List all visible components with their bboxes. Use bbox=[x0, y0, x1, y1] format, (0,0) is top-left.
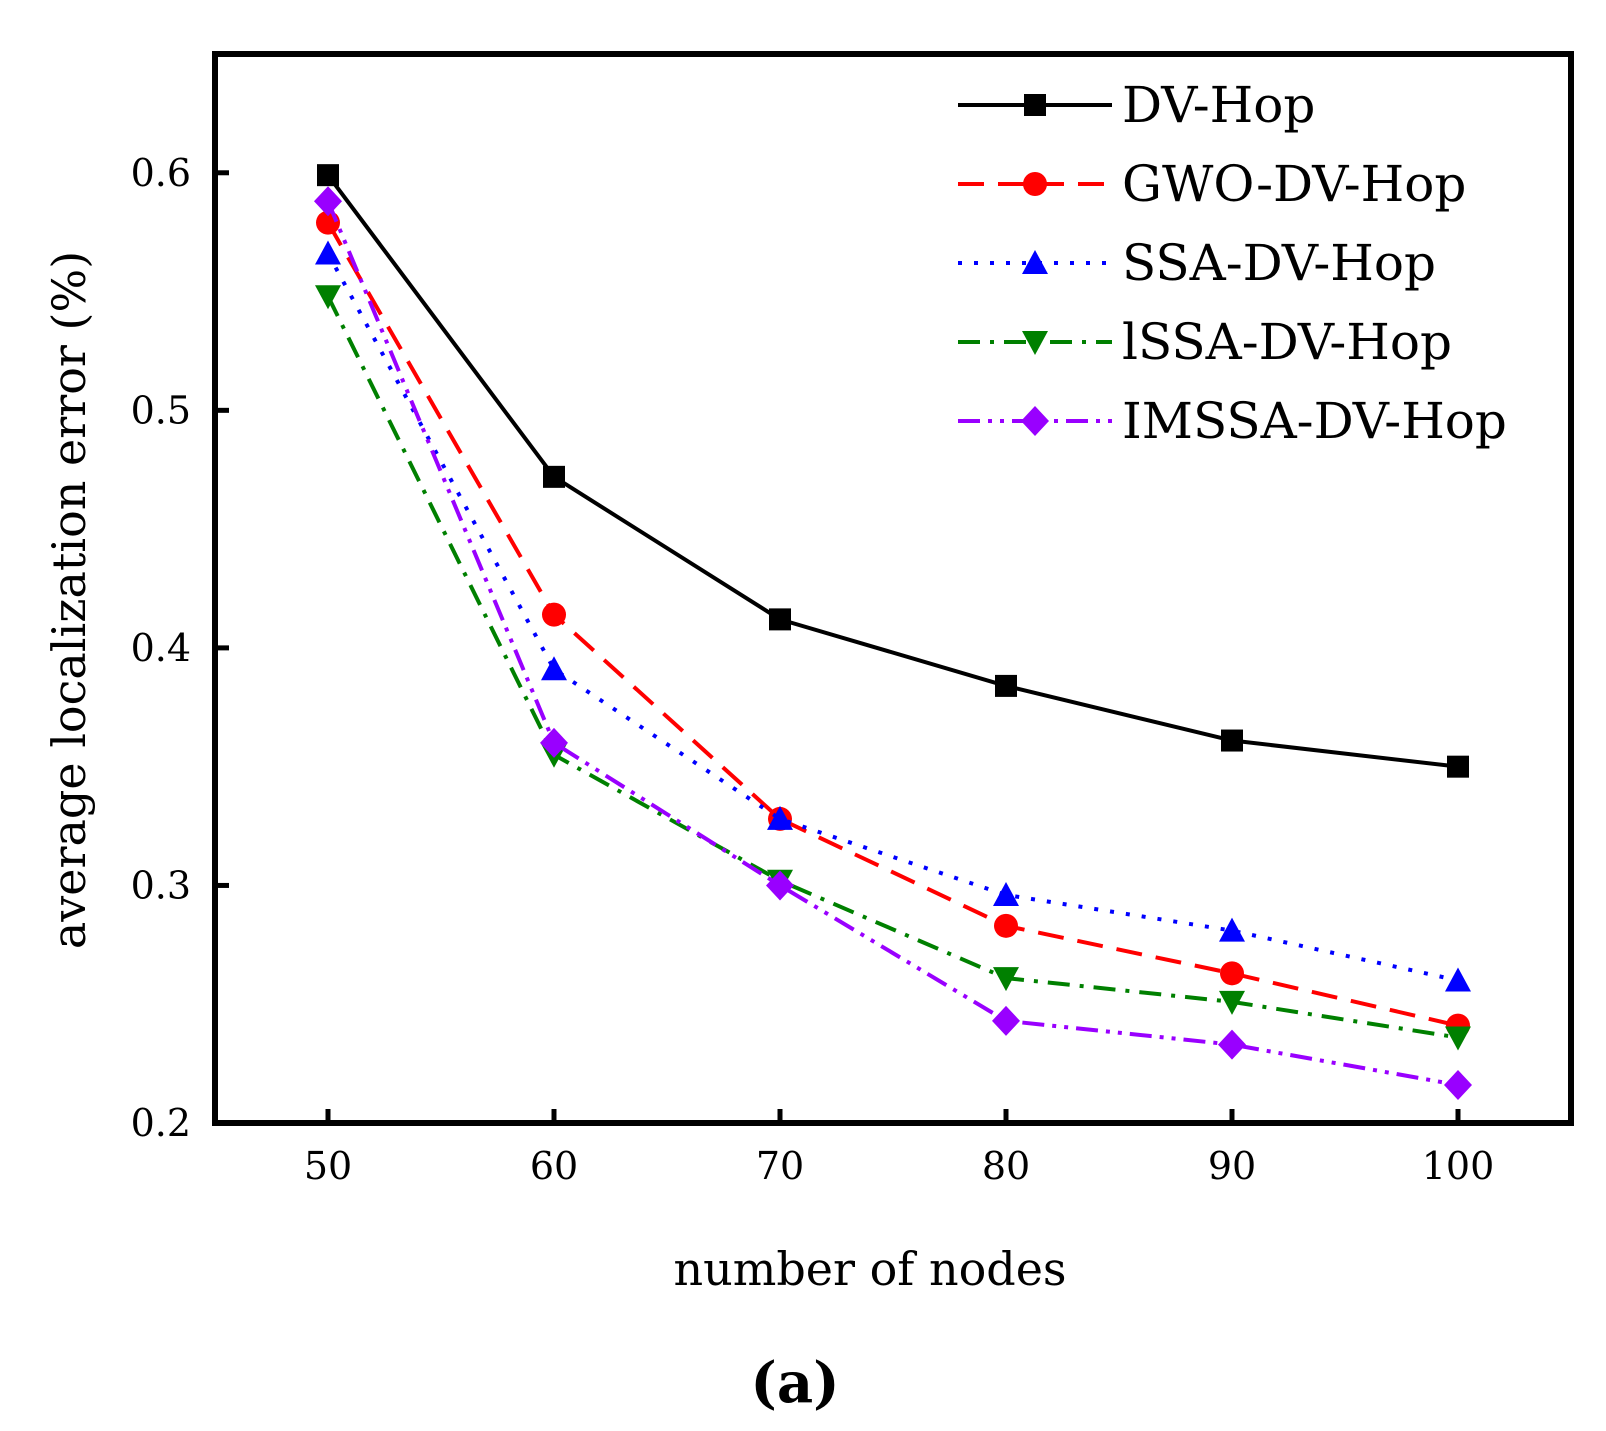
y-tick-label: 0.6 bbox=[131, 151, 191, 195]
legend-label: GWO-DV-Hop bbox=[1122, 155, 1466, 213]
data-point-dv-hop bbox=[543, 465, 565, 488]
data-point-ssa-dv-hop bbox=[1445, 967, 1471, 992]
y-tick-label: 0.4 bbox=[131, 626, 191, 670]
data-point-imssa-dv-hop bbox=[1218, 1029, 1246, 1060]
legend-item-gwo-dv-hop: GWO-DV-Hop bbox=[958, 155, 1466, 213]
series-layer bbox=[314, 164, 1472, 1100]
series-line-lssa-dv-hop bbox=[326, 295, 1459, 1040]
data-point-ssa-dv-hop bbox=[315, 240, 341, 265]
legend-marker bbox=[1022, 331, 1048, 355]
y-tick-label: 0.3 bbox=[131, 863, 191, 907]
axis-layer: 50 60 70 80 90 100 0.2 0.3 0.4 0.5 0.6 bbox=[131, 151, 1495, 1188]
data-point-dv-hop bbox=[1447, 755, 1469, 778]
data-point-imssa-dv-hop bbox=[540, 727, 568, 758]
x-tick-label: 100 bbox=[1422, 1144, 1495, 1188]
legend-marker bbox=[1023, 172, 1047, 196]
data-point-lssa-dv-hop bbox=[1445, 1026, 1471, 1051]
series-ssa-dv-hop bbox=[315, 240, 1471, 992]
legend-marker bbox=[1021, 406, 1049, 436]
series-line-dv-hop bbox=[326, 173, 1459, 769]
series-line-imssa-dv-hop bbox=[326, 200, 1459, 1087]
data-point-lssa-dv-hop bbox=[315, 285, 341, 310]
data-point-imssa-dv-hop bbox=[992, 1005, 1020, 1036]
y-tick-label: 0.5 bbox=[131, 388, 191, 432]
x-tick-label: 50 bbox=[304, 1144, 352, 1188]
data-point-ssa-dv-hop bbox=[767, 805, 793, 830]
x-axis-title: number of nodes bbox=[673, 1242, 1066, 1296]
legend-item-lssa-dv-hop: lSSA-DV-Hop bbox=[958, 313, 1452, 371]
data-point-gwo-dv-hop bbox=[542, 602, 566, 627]
data-point-lssa-dv-hop bbox=[993, 967, 1019, 992]
x-tick-label: 70 bbox=[756, 1144, 804, 1188]
data-point-imssa-dv-hop bbox=[314, 186, 342, 217]
data-point-dv-hop bbox=[769, 608, 791, 631]
data-point-imssa-dv-hop bbox=[1444, 1069, 1472, 1100]
series-imssa-dv-hop bbox=[314, 186, 1472, 1100]
legend-item-imssa-dv-hop: IMSSA-DV-Hop bbox=[958, 392, 1507, 450]
data-point-dv-hop bbox=[995, 674, 1017, 697]
legend: DV-Hop GWO-DV-Hop SSA-DV-Hop lSSA-DV-Hop IMS… bbox=[958, 76, 1507, 450]
y-tick-label: 0.2 bbox=[131, 1101, 191, 1145]
panel-label: (a) bbox=[750, 1350, 839, 1416]
legend-marker bbox=[1022, 250, 1048, 274]
x-tick-label: 90 bbox=[1208, 1144, 1256, 1188]
legend-label: DV-Hop bbox=[1122, 76, 1315, 134]
data-point-ssa-dv-hop bbox=[993, 881, 1019, 906]
data-point-ssa-dv-hop bbox=[541, 656, 567, 681]
series-dv-hop bbox=[317, 164, 1469, 778]
x-tick-label: 80 bbox=[982, 1144, 1030, 1188]
legend-label: lSSA-DV-Hop bbox=[1122, 313, 1452, 371]
data-point-gwo-dv-hop bbox=[994, 913, 1018, 938]
legend-item-dv-hop: DV-Hop bbox=[958, 76, 1315, 134]
legend-label: IMSSA-DV-Hop bbox=[1122, 392, 1507, 450]
data-point-dv-hop bbox=[317, 164, 339, 187]
data-point-gwo-dv-hop bbox=[1220, 961, 1244, 986]
series-line-ssa-dv-hop bbox=[326, 252, 1459, 983]
x-tick-label: 60 bbox=[530, 1144, 578, 1188]
data-point-imssa-dv-hop bbox=[766, 870, 794, 901]
y-axis-title: average localization error (%) bbox=[42, 251, 96, 949]
data-point-ssa-dv-hop bbox=[1219, 917, 1245, 942]
legend-label: SSA-DV-Hop bbox=[1122, 234, 1436, 292]
series-line-gwo-dv-hop bbox=[326, 221, 1459, 1028]
data-point-lssa-dv-hop bbox=[1219, 990, 1245, 1015]
legend-item-ssa-dv-hop: SSA-DV-Hop bbox=[958, 234, 1436, 292]
plot-frame bbox=[212, 51, 1574, 1126]
legend-marker bbox=[1024, 94, 1046, 116]
data-point-dv-hop bbox=[1221, 729, 1243, 752]
